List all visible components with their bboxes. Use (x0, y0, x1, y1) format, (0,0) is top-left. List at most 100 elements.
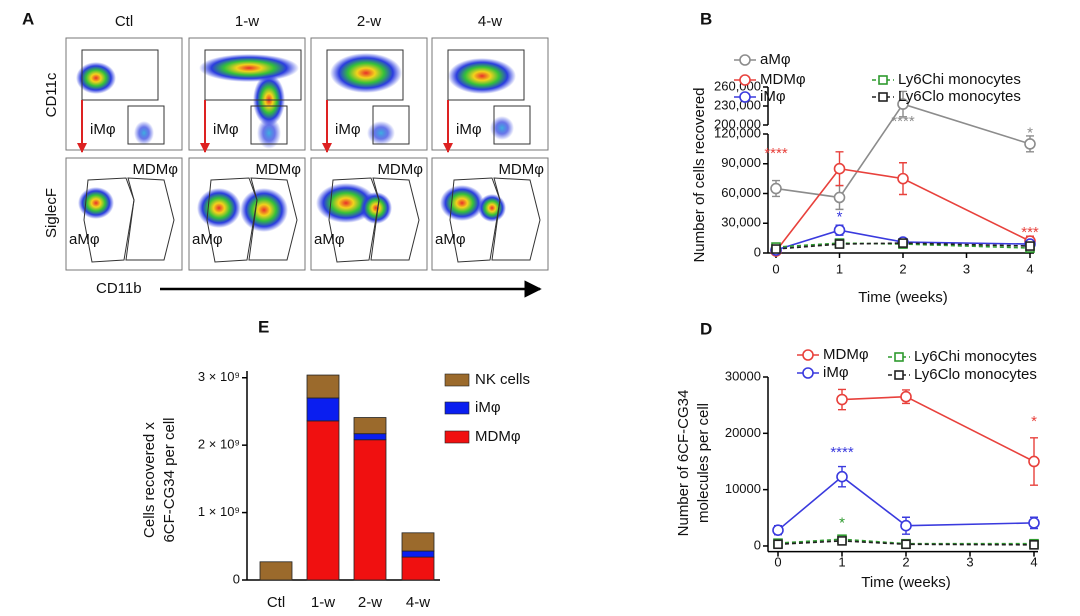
series-line (775, 242, 1031, 250)
point (897, 98, 909, 110)
gate (248, 177, 298, 261)
y-tick-label: 10000 (725, 481, 761, 496)
bar-segment (306, 420, 340, 581)
gate-label: aMφ (435, 231, 466, 248)
gate-label: iMφ (456, 121, 482, 138)
series-line (775, 167, 1031, 252)
point (833, 224, 846, 236)
legend-label: Ly6Chi monocytes (914, 348, 1037, 365)
gate (372, 105, 410, 145)
gate-label: aMφ (192, 231, 223, 248)
bar-segment (259, 561, 293, 581)
legend-label: MDMφ (475, 428, 521, 445)
point (836, 470, 848, 483)
x-tick-label: 2 (899, 261, 906, 276)
legend-label: aMφ (760, 51, 791, 68)
gate (206, 177, 258, 263)
y-tick-label: 230,000 (714, 97, 761, 112)
legend-swatch (444, 401, 470, 415)
legend-marker (894, 370, 904, 380)
point (1028, 517, 1040, 529)
gate (447, 49, 525, 101)
point (834, 239, 845, 249)
gate-label: aMφ (69, 231, 100, 248)
panel-letter: D (700, 319, 712, 338)
bar-segment (306, 374, 340, 399)
series-line (777, 540, 1035, 546)
gate (83, 177, 135, 263)
point (898, 238, 908, 248)
gate (204, 49, 302, 101)
bar-segment (353, 439, 387, 581)
density-sparse (367, 121, 395, 145)
legend-label: iMφ (823, 364, 849, 381)
legend-label: Ly6Chi monocytes (898, 71, 1021, 88)
x-tick-label: 1-w (311, 594, 335, 611)
point (1029, 540, 1039, 550)
point (1024, 138, 1036, 150)
annotation: * (1031, 413, 1037, 430)
gate-label: MDMφ (377, 161, 423, 178)
x-tick-label: 0 (774, 554, 781, 569)
y-tick-label: 20000 (725, 425, 761, 440)
legend-label: Ly6Clo monocytes (898, 88, 1021, 105)
legend-marker (802, 367, 814, 379)
y-tick-label: 3 × 10⁹ (198, 369, 240, 384)
legend-label: NK cells (475, 371, 530, 388)
series-line (777, 475, 1035, 531)
column-header: 2-w (357, 13, 381, 30)
gate-label: iMφ (335, 121, 361, 138)
density (197, 188, 241, 228)
x-tick-label: 1 (838, 554, 845, 569)
y-tick-label: 0 (233, 571, 240, 586)
legend-marker (739, 91, 751, 103)
y-axis-label: SiglecF (43, 188, 60, 238)
legend-swatch (444, 430, 470, 444)
density (78, 187, 114, 219)
y-axis-title: 6CF-CG34 per cell (161, 417, 178, 542)
legend-label: Ly6Clo monocytes (914, 366, 1037, 383)
bar-segment (401, 532, 435, 552)
gate-label: aMφ (314, 231, 345, 248)
density (478, 194, 506, 222)
x-axis-title: Time (weeks) (861, 574, 950, 591)
y-tick-label: 120,000 (714, 125, 761, 140)
gate-label: MDMφ (132, 161, 178, 178)
point (771, 244, 781, 254)
y-axis-title: Number of 6CF-CG34 (675, 390, 692, 537)
column-header: 4-w (478, 13, 502, 30)
bar-segment (353, 417, 387, 435)
point (833, 162, 846, 175)
x-tick-label: 2 (902, 554, 909, 569)
point (1025, 241, 1035, 251)
legend-marker (739, 74, 751, 86)
x-tick-label: 4-w (406, 594, 430, 611)
gate (125, 177, 175, 261)
legend-marker (894, 352, 904, 362)
gate (493, 105, 531, 145)
y-tick-label: 30,000 (721, 215, 761, 230)
point (773, 539, 783, 550)
annotation: * (1027, 124, 1033, 141)
legend-marker (802, 349, 814, 361)
density (330, 53, 402, 93)
series-line (775, 103, 1031, 199)
gate (81, 49, 159, 101)
legend-label: iMφ (760, 88, 786, 105)
legend-marker (739, 54, 751, 66)
x-axis-title: Time (weeks) (858, 289, 947, 306)
y-tick-label: 0 (754, 537, 761, 552)
x-tick-label: Ctl (267, 594, 285, 611)
bar-segment (353, 433, 387, 441)
gate (250, 105, 288, 145)
bar-segment (306, 397, 340, 422)
y-axis-title: Cells recovered x (141, 422, 158, 538)
density (448, 58, 516, 94)
x-tick-label: 0 (772, 261, 779, 276)
series-line (777, 538, 1034, 545)
annotation: **** (764, 145, 788, 162)
density (440, 185, 484, 221)
legend-swatch (444, 373, 470, 387)
plot-frame (65, 37, 183, 151)
gate-label: MDMφ (255, 161, 301, 178)
